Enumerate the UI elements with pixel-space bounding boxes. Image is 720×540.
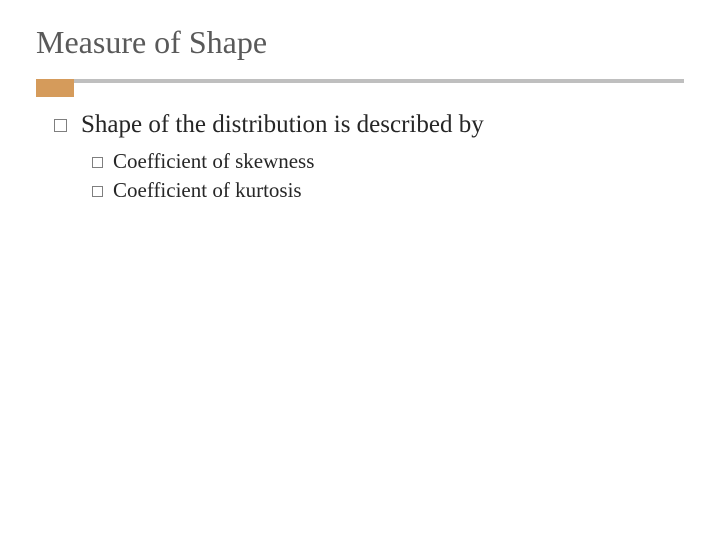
bullet-text: Shape of the distribution is described b… — [81, 111, 484, 139]
slide: Measure of Shape Shape of the distributi… — [0, 0, 720, 540]
rule-accent — [36, 79, 74, 97]
sub-bullet-text: Coefficient of kurtosis — [113, 178, 302, 203]
sub-bullets: Coefficient of skewness Coefficient of k… — [54, 149, 684, 203]
title-rule — [36, 79, 684, 85]
square-bullet-icon — [54, 119, 67, 132]
bullet-level2: Coefficient of skewness — [92, 149, 684, 174]
sub-bullet-text: Coefficient of skewness — [113, 149, 314, 174]
bullet-level2: Coefficient of kurtosis — [92, 178, 684, 203]
square-bullet-icon — [92, 186, 103, 197]
content-area: Shape of the distribution is described b… — [36, 111, 684, 203]
square-bullet-icon — [92, 157, 103, 168]
bullet-level1: Shape of the distribution is described b… — [54, 111, 684, 139]
slide-title: Measure of Shape — [36, 24, 684, 61]
rule-full — [36, 79, 684, 83]
